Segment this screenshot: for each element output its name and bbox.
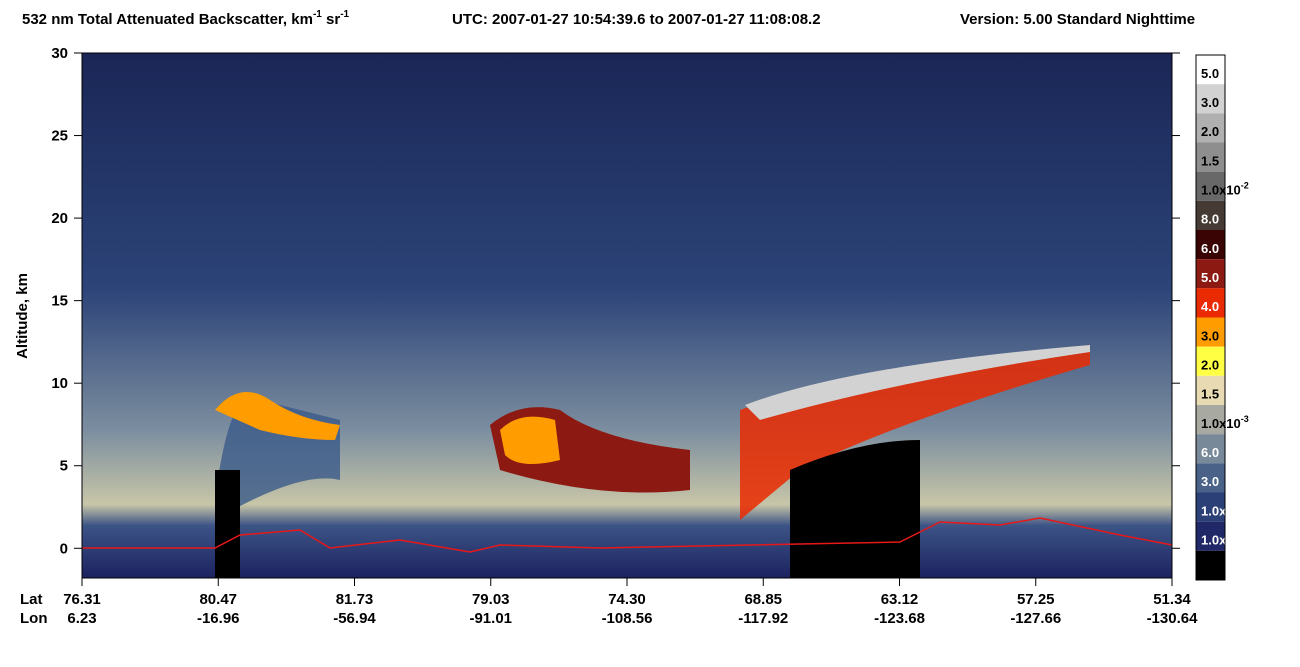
colorbar: 5.03.02.01.51.0x10-28.06.05.04.03.02.01.… — [1195, 54, 1249, 581]
x-tick-label: 51.34 — [1153, 591, 1191, 608]
colorbar-label-text: 1.0x10 — [1201, 416, 1241, 431]
colorbar-label: 3.0 — [1201, 474, 1219, 489]
colorbar-label: 1.5 — [1201, 387, 1219, 402]
colorbar-label-exp: -4 — [1241, 501, 1249, 511]
utc-range: UTC: 2007-01-27 10:54:39.6 to 2007-01-27… — [452, 11, 821, 28]
title-part: sr — [322, 11, 341, 28]
colorbar-label-text: 3.0 — [1201, 474, 1219, 489]
colorbar-label: 6.0 — [1201, 241, 1219, 256]
x-tick-label: 57.25 — [1017, 591, 1055, 608]
title-part: 532 nm Total Attenuated Backscatter, km — [22, 11, 313, 28]
colorbar-swatch — [1196, 346, 1225, 376]
colorbar-label-text: 3.0 — [1201, 328, 1219, 343]
colorbar-label-text: 2.0 — [1201, 124, 1219, 139]
colorbar-swatch — [1196, 375, 1225, 405]
colorbar-label: 1.0x10-5 — [1201, 530, 1249, 547]
colorbar-label: 2.0 — [1201, 357, 1219, 372]
colorbar-label: 5.0 — [1201, 66, 1219, 81]
x-tick-label: -130.64 — [1147, 610, 1199, 627]
colorbar-swatch — [1196, 84, 1225, 114]
x-row-label: Lon — [20, 610, 48, 627]
y-tick-label: 30 — [51, 45, 68, 62]
colorbar-label-exp: -3 — [1241, 414, 1249, 424]
colorbar-swatch — [1196, 55, 1225, 85]
x-tick-label: -108.56 — [602, 610, 653, 627]
colorbar-label-text: 6.0 — [1201, 445, 1219, 460]
x-tick-label: 63.12 — [881, 591, 919, 608]
colorbar-swatch — [1196, 463, 1225, 493]
x-tick-label: -123.68 — [874, 610, 925, 627]
x-tick-label: 68.85 — [744, 591, 782, 608]
colorbar-label-text: 5.0 — [1201, 66, 1219, 81]
colorbar-swatch — [1196, 200, 1225, 230]
colorbar-label-text: 1.5 — [1201, 153, 1219, 168]
title-superscript: -1 — [340, 9, 349, 20]
colorbar-label-text: 6.0 — [1201, 241, 1219, 256]
x-tick-label: 74.30 — [608, 591, 646, 608]
y-tick-label: 0 — [60, 540, 68, 557]
colorbar-swatch — [1196, 405, 1225, 435]
colorbar-frame — [1195, 54, 1226, 581]
chart-title: 532 nm Total Attenuated Backscatter, km-… — [22, 9, 350, 28]
y-tick-label: 5 — [60, 458, 68, 475]
colorbar-label: 6.0 — [1201, 445, 1219, 460]
colorbar-swatch — [1196, 317, 1225, 347]
colorbar-swatch — [1196, 230, 1225, 260]
colorbar-label-text: 3.0 — [1201, 95, 1219, 110]
x-row-label: Lat — [20, 591, 43, 608]
colorbar-label: 4.0 — [1201, 299, 1219, 314]
colorbar-swatch — [1196, 521, 1225, 551]
colorbar-label-text: 8.0 — [1201, 212, 1219, 227]
colorbar-swatch — [1196, 142, 1225, 172]
colorbar-label-text: 1.0x10 — [1201, 532, 1241, 547]
colorbar-label-text: 4.0 — [1201, 299, 1219, 314]
x-tick-label: 81.73 — [336, 591, 374, 608]
colorbar-swatch — [1196, 113, 1225, 143]
colorbar-label: 1.0x10-4 — [1201, 501, 1249, 518]
colorbar-label-exp: -2 — [1241, 180, 1249, 190]
colorbar-label-exp: -5 — [1241, 530, 1249, 540]
colorbar-label: 1.5 — [1201, 153, 1219, 168]
x-tick-label: 80.47 — [199, 591, 237, 608]
colorbar-label: 1.0x10-3 — [1201, 414, 1249, 431]
x-tick-label: -117.92 — [738, 610, 788, 627]
colorbar-label-text: 2.0 — [1201, 357, 1219, 372]
colorbar-swatch — [1196, 259, 1225, 289]
y-tick-label: 10 — [51, 375, 68, 392]
colorbar-swatch — [1196, 171, 1225, 201]
colorbar-label: 1.0x10-2 — [1201, 180, 1249, 197]
x-tick-label: -56.94 — [333, 610, 376, 627]
colorbar-swatch — [1196, 492, 1225, 522]
x-tick-label: 76.31 — [63, 591, 101, 608]
colorbar-label: 5.0 — [1201, 270, 1219, 285]
y-tick-label: 15 — [51, 293, 68, 310]
y-tick-label: 25 — [51, 128, 68, 145]
colorbar-swatch — [1196, 550, 1225, 580]
colorbar-label-text: 1.0x10 — [1201, 503, 1241, 518]
colorbar-swatch — [1196, 434, 1225, 464]
colorbar-swatch — [1196, 288, 1225, 318]
colorbar-label: 2.0 — [1201, 124, 1219, 139]
colorbar-label: 8.0 — [1201, 212, 1219, 227]
plot-background — [81, 52, 1173, 579]
x-tick-label: -127.66 — [1010, 610, 1061, 627]
colorbar-label-text: 1.5 — [1201, 387, 1219, 402]
title-superscript: -1 — [313, 9, 322, 20]
x-tick-label: -91.01 — [469, 610, 512, 627]
x-tick-label: 79.03 — [472, 591, 510, 608]
colorbar-label-text: 5.0 — [1201, 270, 1219, 285]
x-tick-label: -16.96 — [197, 610, 240, 627]
colorbar-label-text: 1.0x10 — [1201, 182, 1241, 197]
y-tick-label: 20 — [51, 210, 68, 227]
version: Version: 5.00 Standard Nighttime — [960, 11, 1195, 28]
colorbar-label: 3.0 — [1201, 328, 1219, 343]
y-axis-label: Altitude, km — [14, 273, 31, 359]
colorbar-label: 3.0 — [1201, 95, 1219, 110]
x-tick-label: 6.23 — [67, 610, 96, 627]
